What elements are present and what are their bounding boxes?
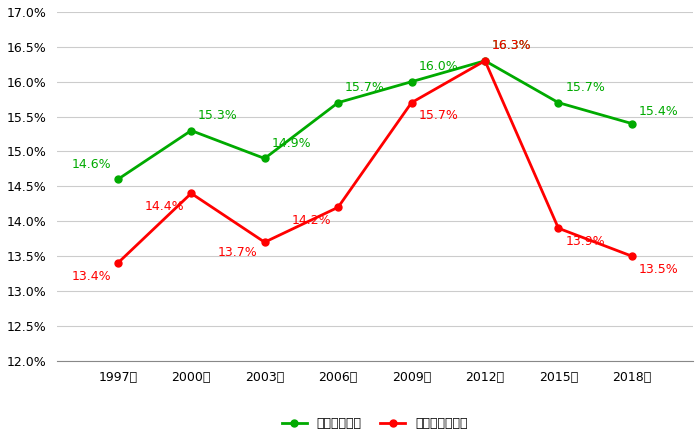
- 相対的貧困率: [260, 156, 269, 161]
- Text: 16.0%: 16.0%: [419, 60, 458, 73]
- 子どもの貧困率: [260, 239, 269, 245]
- Line: 相対的貧困率: 相対的貧困率: [114, 57, 636, 183]
- 子どもの貧困率: [481, 58, 489, 63]
- 相対的貧困率: [334, 100, 342, 105]
- Text: 14.6%: 14.6%: [71, 158, 111, 171]
- 相対的貧困率: [407, 79, 416, 84]
- Text: 15.7%: 15.7%: [345, 81, 385, 94]
- Text: 13.5%: 13.5%: [639, 263, 678, 275]
- Text: 14.4%: 14.4%: [145, 200, 184, 213]
- 相対的貧困率: [113, 177, 122, 182]
- 相対的貧困率: [554, 100, 563, 105]
- 子どもの貧困率: [113, 260, 122, 266]
- Text: 16.3%: 16.3%: [492, 40, 531, 52]
- Text: 15.7%: 15.7%: [419, 109, 458, 122]
- Text: 14.2%: 14.2%: [291, 214, 331, 227]
- 相対的貧困率: [628, 121, 636, 126]
- Text: 15.7%: 15.7%: [566, 81, 606, 94]
- Text: 15.3%: 15.3%: [198, 109, 238, 122]
- 子どもの貧困率: [628, 253, 636, 259]
- Text: 15.4%: 15.4%: [639, 105, 678, 118]
- 相対的貧困率: [187, 128, 195, 133]
- Text: 13.7%: 13.7%: [218, 246, 258, 259]
- Text: 16.3%: 16.3%: [492, 40, 531, 52]
- 子どもの貧困率: [554, 226, 563, 231]
- Text: 13.9%: 13.9%: [566, 235, 605, 248]
- 子どもの貧困率: [187, 191, 195, 196]
- Text: 13.4%: 13.4%: [71, 270, 111, 282]
- 子どもの貧困率: [334, 205, 342, 210]
- 相対的貧困率: [481, 58, 489, 63]
- Legend: 相対的貧困率, 子どもの貧困率: 相対的貧困率, 子どもの貧困率: [276, 412, 473, 436]
- Line: 子どもの貧困率: 子どもの貧困率: [114, 57, 636, 267]
- Text: 14.9%: 14.9%: [272, 137, 312, 150]
- 子どもの貧困率: [407, 100, 416, 105]
